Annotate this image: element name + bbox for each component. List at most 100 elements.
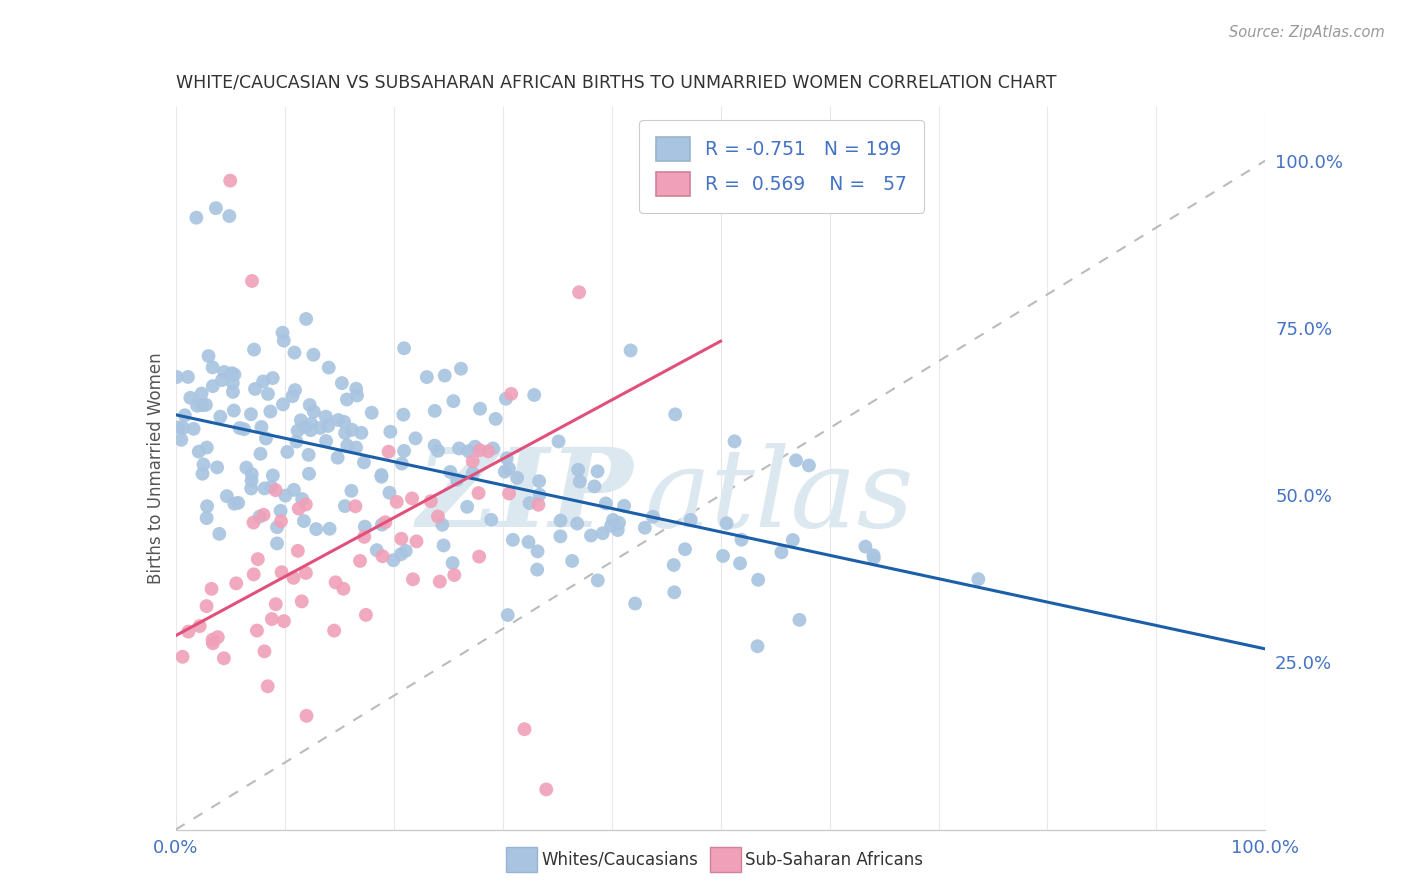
- Point: [344, 382, 367, 396]
- Point: [662, 558, 685, 572]
- Point: [862, 549, 884, 563]
- Point: [228, 421, 250, 435]
- Point: [501, 387, 523, 401]
- Point: [482, 442, 505, 456]
- Point: [333, 499, 356, 513]
- Point: [519, 496, 541, 510]
- Point: [349, 554, 371, 568]
- Point: [498, 486, 520, 500]
- Point: [295, 708, 318, 723]
- Point: [441, 556, 464, 570]
- Point: [432, 517, 454, 532]
- Point: [249, 447, 271, 461]
- Point: [855, 540, 877, 554]
- Point: [195, 511, 218, 525]
- Point: [405, 431, 427, 445]
- Point: [433, 368, 456, 383]
- Point: [190, 386, 212, 401]
- Point: [380, 425, 402, 439]
- Point: [209, 409, 232, 424]
- Point: [166, 370, 188, 384]
- Point: [246, 624, 269, 638]
- Point: [606, 523, 628, 537]
- Point: [287, 501, 309, 516]
- Point: [673, 542, 696, 557]
- Point: [242, 567, 264, 582]
- Point: [579, 528, 602, 542]
- Point: [172, 421, 194, 435]
- Point: [256, 679, 278, 693]
- Point: [350, 425, 373, 440]
- Point: [586, 574, 609, 588]
- Point: [561, 554, 583, 568]
- Point: [439, 465, 461, 479]
- Point: [496, 607, 519, 622]
- Point: [295, 566, 318, 580]
- Point: [461, 454, 484, 468]
- Point: [287, 424, 309, 438]
- Point: [283, 483, 305, 497]
- Point: [592, 526, 614, 541]
- Point: [260, 480, 283, 494]
- Text: Sub-Saharan Africans: Sub-Saharan Africans: [745, 851, 924, 869]
- Point: [292, 514, 315, 528]
- Point: [222, 384, 245, 399]
- Point: [770, 545, 793, 559]
- Point: [309, 421, 332, 435]
- Point: [205, 460, 228, 475]
- Point: [200, 582, 222, 596]
- Point: [195, 500, 218, 514]
- Point: [423, 404, 446, 418]
- Point: [264, 483, 287, 497]
- Point: [254, 432, 277, 446]
- Point: [353, 455, 375, 469]
- Point: [274, 489, 297, 503]
- Point: [179, 391, 201, 405]
- Point: [257, 387, 280, 401]
- Point: [242, 516, 264, 530]
- Point: [218, 209, 240, 223]
- Point: [429, 574, 451, 589]
- Point: [353, 519, 375, 533]
- Point: [266, 520, 288, 534]
- Point: [183, 422, 205, 436]
- Point: [259, 404, 281, 418]
- Text: Whites/Caucasians: Whites/Caucasians: [541, 851, 699, 869]
- Point: [785, 453, 807, 467]
- Text: WHITE/CAUCASIAN VS SUBSAHARAN AFRICAN BIRTHS TO UNMARRIED WOMEN CORRELATION CHAR: WHITE/CAUCASIAN VS SUBSAHARAN AFRICAN BI…: [176, 74, 1056, 92]
- Point: [315, 409, 337, 424]
- Point: [389, 547, 412, 561]
- Point: [371, 517, 394, 532]
- Point: [315, 434, 337, 448]
- Point: [325, 575, 347, 590]
- Point: [235, 460, 257, 475]
- Point: [523, 388, 546, 402]
- Point: [239, 407, 262, 421]
- Point: [423, 439, 446, 453]
- Point: [194, 398, 217, 412]
- Point: [224, 368, 246, 382]
- Point: [201, 632, 224, 647]
- Point: [567, 516, 589, 531]
- Point: [299, 417, 322, 431]
- Point: [212, 365, 235, 379]
- Point: [270, 565, 292, 579]
- Point: [449, 442, 471, 456]
- Point: [432, 538, 454, 552]
- Point: [222, 376, 245, 390]
- Point: [201, 636, 224, 650]
- Point: [318, 522, 340, 536]
- Point: [225, 576, 247, 591]
- Point: [370, 468, 392, 483]
- Point: [392, 443, 415, 458]
- Point: [392, 408, 415, 422]
- Point: [173, 409, 195, 423]
- Point: [170, 433, 193, 447]
- Point: [401, 491, 423, 506]
- Point: [207, 630, 229, 644]
- Point: [211, 373, 233, 387]
- Point: [360, 406, 382, 420]
- Point: [443, 568, 465, 582]
- Point: [550, 529, 572, 543]
- Point: [226, 496, 249, 510]
